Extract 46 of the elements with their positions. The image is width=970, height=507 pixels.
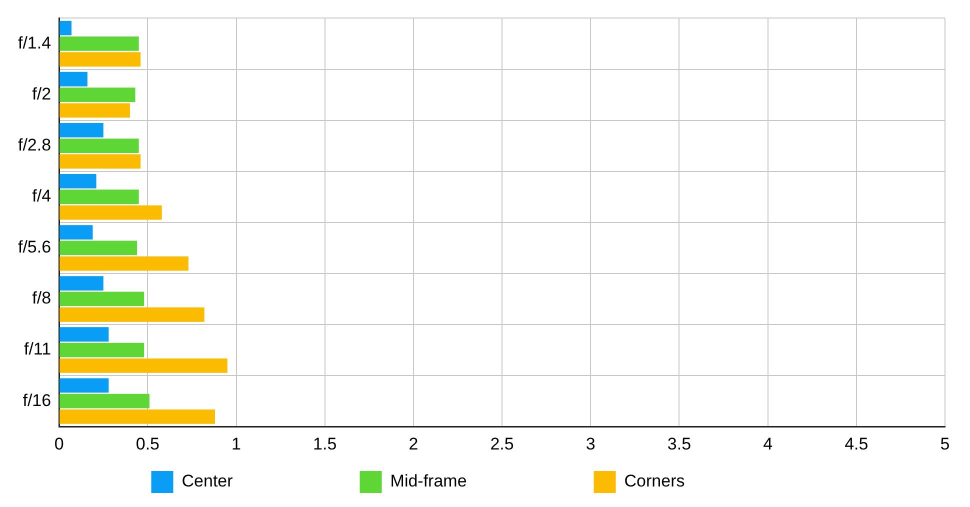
x-tick-label: 4 [763,434,773,454]
x-tick-label: 0.5 [136,434,160,454]
y-tick-label: f/11 [24,340,52,359]
bar [60,103,130,118]
bar [60,378,109,393]
x-tick-label: 2.5 [490,434,514,454]
y-tick-label: f/4 [32,186,52,206]
x-tick-label: 3.5 [667,434,692,454]
x-tick-label: 4.5 [844,434,868,454]
bar [60,190,139,204]
bar [60,72,88,86]
bar [60,138,139,154]
x-tick-label: 1 [232,434,241,454]
y-tick-label: f/8 [32,288,52,308]
bar [60,276,104,291]
bar [60,240,138,256]
bar [60,292,144,306]
y-tick-label: f/2.8 [18,136,52,155]
bar [60,225,93,240]
y-tick-label: f/2 [32,84,52,104]
bar [60,154,141,169]
x-tick-label: 2 [408,434,418,454]
bar [60,327,109,342]
legend-label: Corners [624,472,804,491]
bar [60,342,144,358]
bar [60,52,141,67]
x-tick-label: 3 [586,434,596,454]
bar [60,358,228,373]
bar [60,20,72,36]
x-tick-label: 1.5 [313,434,337,454]
y-tick-label: f/5.6 [18,238,52,257]
bar [60,256,188,271]
bar [60,174,96,188]
legend-label: Mid-frame [390,472,586,491]
x-tick-label: 5 [940,434,950,454]
bar [60,307,204,322]
y-tick-label: f/1.4 [18,33,52,52]
legend-label: Center [182,472,352,491]
x-tick-label: 0 [54,434,64,454]
bar [60,410,215,424]
bar [60,88,136,102]
y-tick-label: f/16 [22,390,52,410]
bar [60,122,104,138]
bar [60,394,150,408]
bar [60,205,162,220]
bar [60,36,139,51]
